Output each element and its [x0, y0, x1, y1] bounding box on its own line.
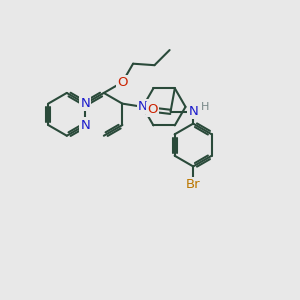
Text: N: N: [188, 105, 198, 119]
Text: O: O: [147, 103, 158, 116]
Text: Br: Br: [186, 178, 200, 191]
Text: N: N: [138, 100, 148, 113]
Text: H: H: [201, 101, 209, 112]
Text: N: N: [80, 97, 90, 110]
Text: N: N: [80, 118, 90, 131]
Text: O: O: [117, 76, 128, 89]
